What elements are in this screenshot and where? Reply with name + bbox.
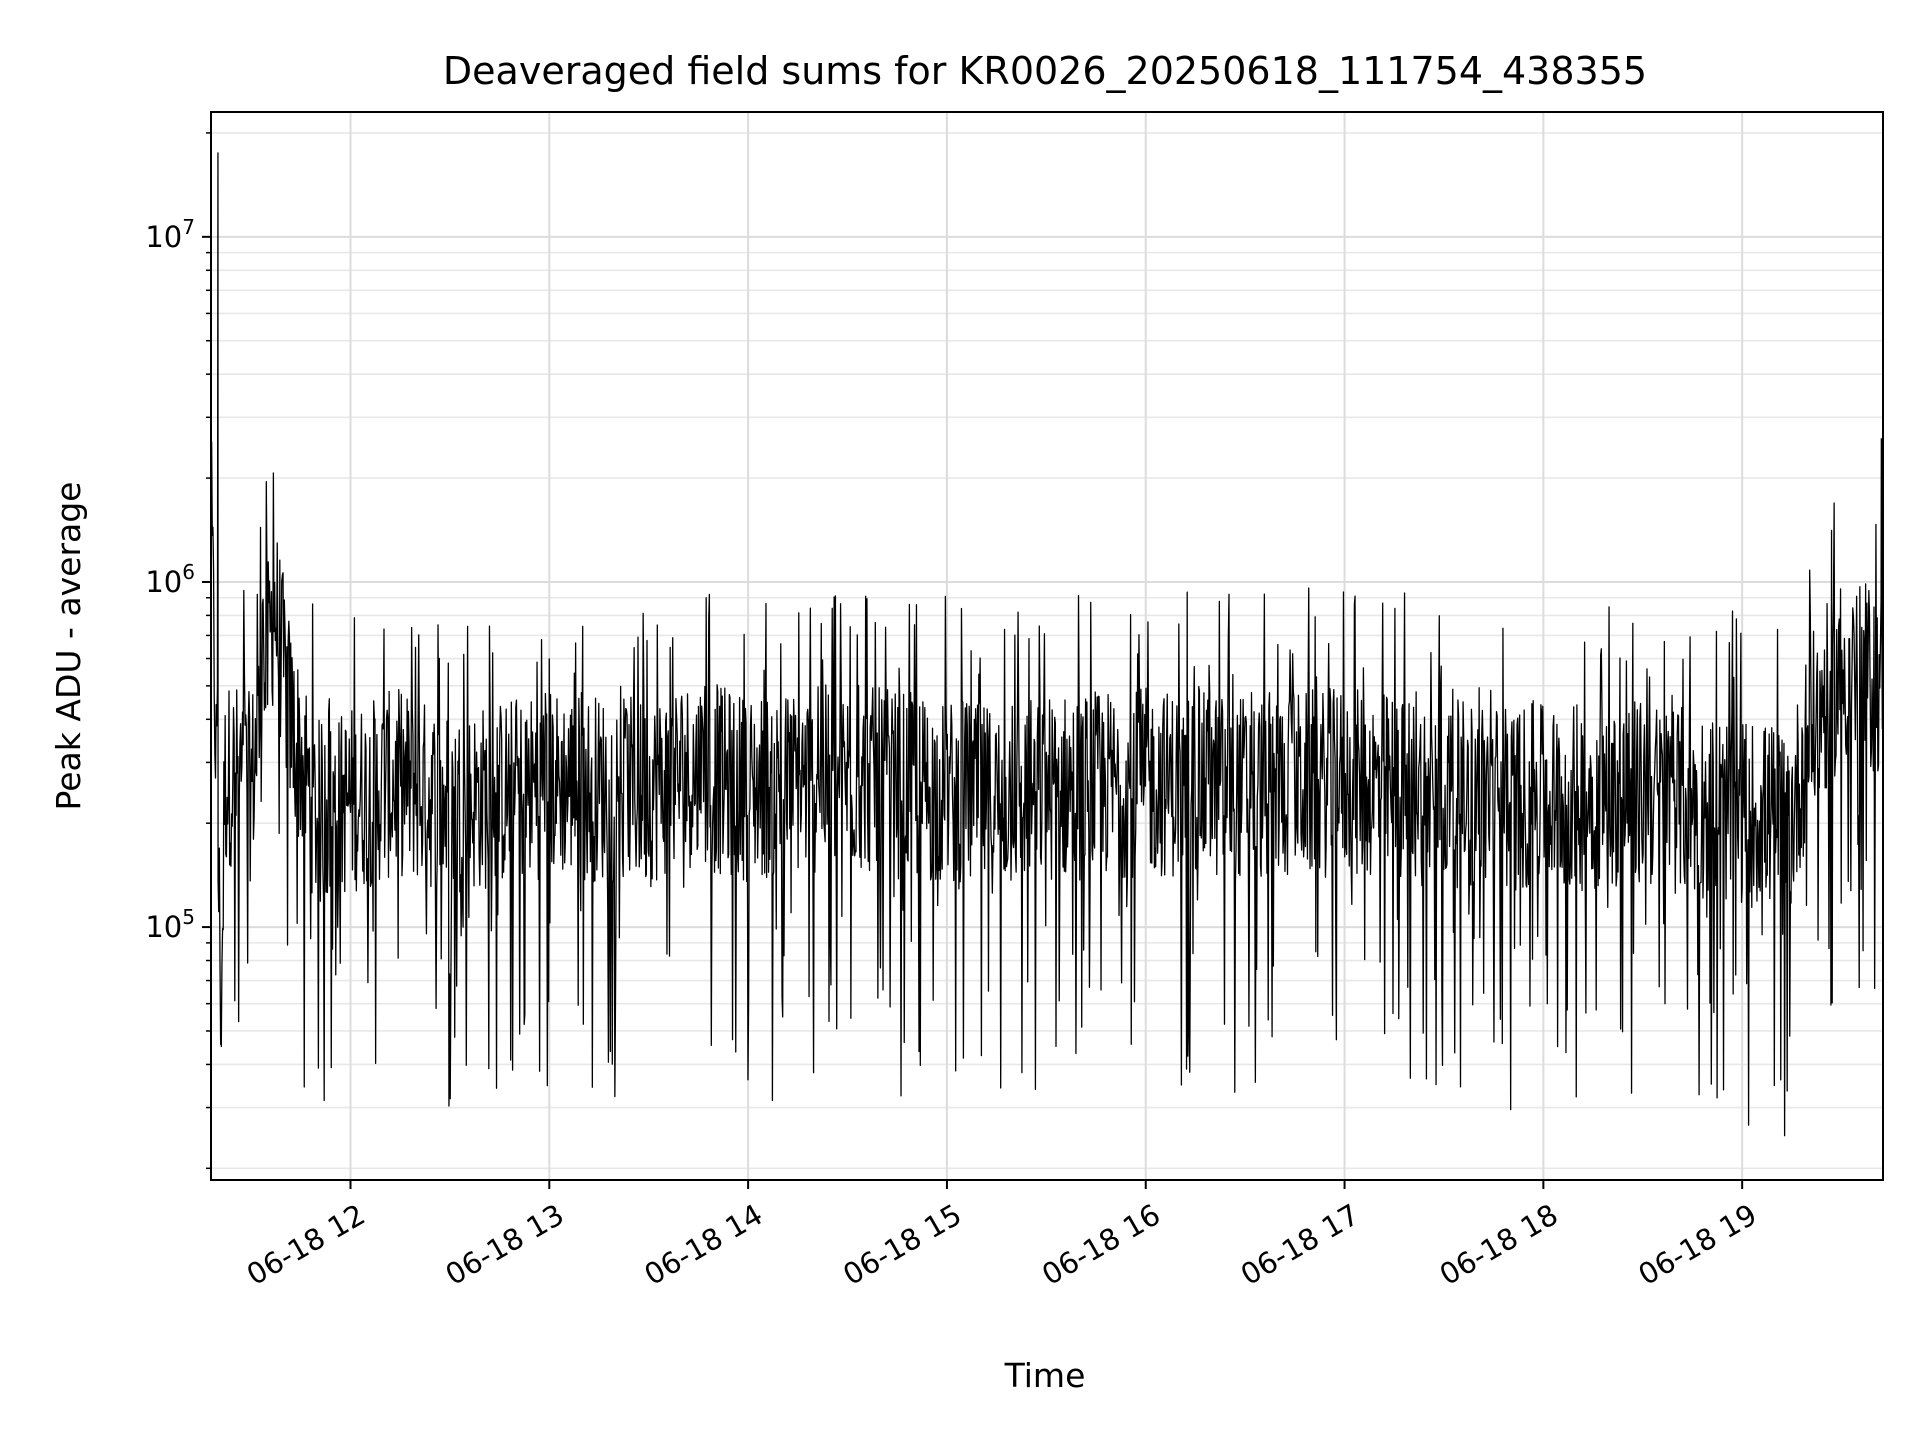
plot-frame — [210, 111, 1884, 1181]
x-tick-label: 06-18 13 — [440, 1197, 570, 1292]
y-axis-label: Peak ADU - average — [49, 482, 88, 811]
x-tick-label: 06-18 16 — [1036, 1197, 1166, 1292]
x-tick-label: 06-18 15 — [837, 1197, 967, 1292]
series-group — [210, 152, 1884, 1137]
x-tick-label: 06-18 14 — [638, 1197, 768, 1292]
chart-title: Deaveraged field sums for KR0026_2025061… — [443, 49, 1647, 93]
x-tick-label: 06-18 17 — [1235, 1197, 1365, 1292]
x-axis: 06-18 12 06-18 13 06-18 14 06-18 15 06-18 16… — [241, 1180, 1763, 1292]
y-tick-label: 107 — [145, 215, 195, 254]
x-tick-label: 06-18 18 — [1434, 1197, 1564, 1292]
y-axis: 105 106 107 — [145, 132, 211, 1170]
y-tick-label: 106 — [145, 560, 195, 599]
x-tick-label: 06-18 12 — [241, 1197, 371, 1292]
x-tick-label: 06-18 19 — [1633, 1197, 1763, 1292]
series-line — [210, 152, 1884, 1137]
x-axis-label: Time — [1004, 1356, 1086, 1395]
y-tick-label: 105 — [145, 905, 195, 944]
